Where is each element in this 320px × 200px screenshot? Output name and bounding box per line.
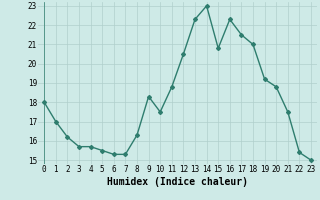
X-axis label: Humidex (Indice chaleur): Humidex (Indice chaleur) <box>107 177 248 187</box>
